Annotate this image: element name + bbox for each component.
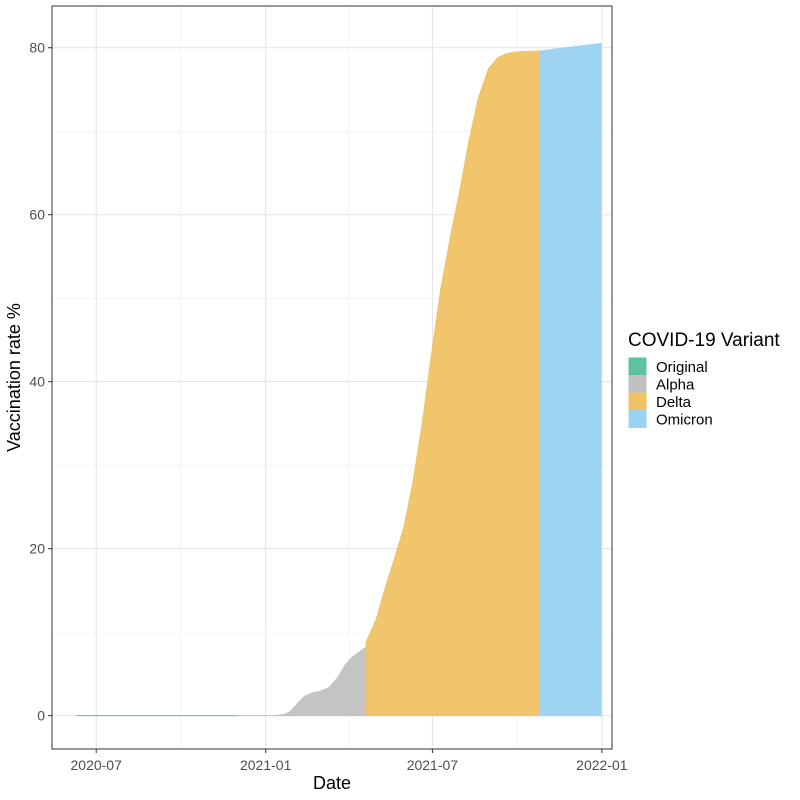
x-tick-label: 2022-01 [576,757,628,773]
axis-tick-labels: 2020-07 2021-01 2021-07 2022-01 0 20 40 60 80 [29,40,627,773]
x-tick-label: 2020-07 [71,757,123,773]
area-series [75,43,602,717]
legend: COVID-19 Variant OriginalAlphaDeltaOmicr… [628,330,780,429]
y-tick-label: 0 [37,708,45,724]
x-tick-label: 2021-07 [407,757,459,773]
legend-title: COVID-19 Variant [628,330,780,351]
legend-key-omicron [628,410,647,428]
legend-key-original [628,357,647,376]
legend-key-alpha [628,375,647,393]
area-alpha [237,646,367,717]
y-axis-title: Vaccination rate % [4,303,24,452]
legend-label-original: Original [656,359,708,376]
x-axis-title: Date [313,773,351,793]
legend-key-delta [628,392,647,411]
y-tick-label: 20 [29,541,45,557]
x-tick-label: 2021-01 [240,757,292,773]
legend-label-omicron: Omicron [656,412,713,429]
area-omicron [539,43,602,717]
y-tick-label: 60 [29,207,45,223]
legend-label-alpha: Alpha [656,377,695,394]
panel-border [51,5,613,750]
axis-ticks [48,47,603,753]
area-delta [365,50,541,717]
legend-label-delta: Delta [656,394,692,411]
y-tick-label: 40 [29,374,45,390]
y-tick-label: 80 [29,40,45,56]
